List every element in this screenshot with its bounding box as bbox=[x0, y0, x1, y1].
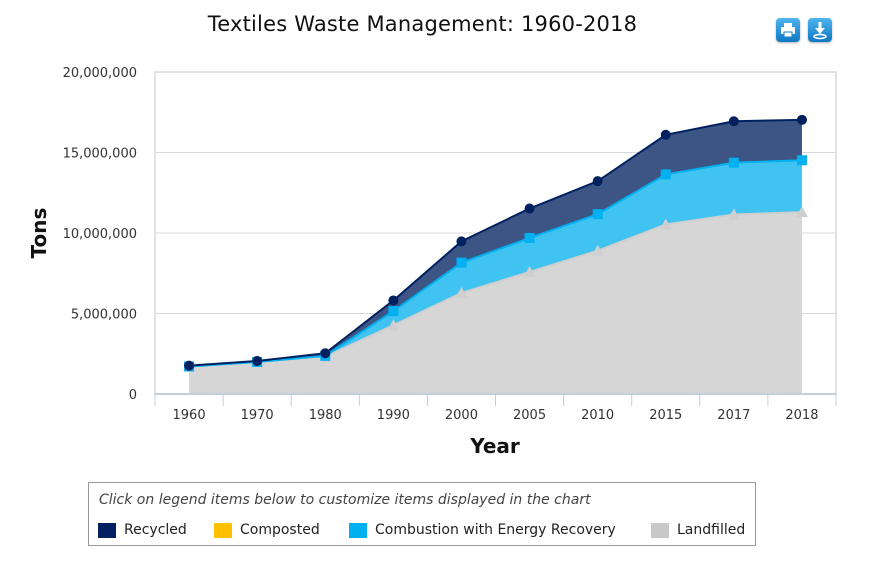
marker-recycled[interactable] bbox=[184, 360, 195, 371]
series-markers bbox=[183, 114, 808, 372]
marker-landfilled[interactable] bbox=[387, 319, 400, 331]
chart-plot: 0 5,000,000 10,000,000 15,000,000 20,000,000… bbox=[27, 66, 837, 458]
legend-item-landfilled[interactable]: Landfilled bbox=[651, 521, 745, 539]
marker-combustion-with-energy-recovery[interactable] bbox=[796, 155, 807, 166]
x-axis-title: Year bbox=[469, 434, 520, 458]
x-tick-label: 1980 bbox=[309, 408, 342, 423]
legend-swatch-composted bbox=[214, 522, 232, 538]
legend-swatch-recycled bbox=[98, 522, 116, 538]
marker-landfilled[interactable] bbox=[455, 286, 468, 298]
chart-title: Textiles Waste Management: 1960-2018 bbox=[207, 12, 638, 36]
y-tick-label: 5,000,000 bbox=[71, 308, 137, 323]
x-tick-label: 2017 bbox=[717, 408, 750, 423]
marker-combustion-with-energy-recovery[interactable] bbox=[388, 306, 399, 317]
x-tick-label: 1960 bbox=[173, 408, 206, 423]
y-tick-label: 20,000,000 bbox=[63, 66, 137, 81]
marker-recycled[interactable] bbox=[320, 348, 331, 359]
marker-recycled[interactable] bbox=[524, 203, 535, 214]
marker-recycled[interactable] bbox=[592, 176, 603, 187]
x-tick-label: 2010 bbox=[581, 408, 614, 423]
download-icon bbox=[813, 22, 827, 40]
legend-label: Combustion with Energy Recovery bbox=[375, 522, 616, 538]
legend-item-combustion[interactable]: Combustion with Energy Recovery bbox=[349, 521, 616, 539]
area-recycled bbox=[189, 119, 802, 367]
printer-icon bbox=[781, 23, 795, 38]
legend-swatch-combustion bbox=[349, 522, 367, 538]
y-tick-label: 15,000,000 bbox=[63, 147, 137, 162]
x-tick-label: 2015 bbox=[649, 408, 682, 423]
marker-landfilled[interactable] bbox=[795, 206, 808, 218]
marker-combustion-with-energy-recovery[interactable] bbox=[728, 157, 739, 168]
marker-combustion-with-energy-recovery[interactable] bbox=[524, 232, 535, 243]
line-combustion-with-energy-recovery bbox=[188, 159, 802, 368]
y-tick-label: 10,000,000 bbox=[63, 227, 137, 242]
series-lines bbox=[188, 118, 802, 368]
marker-combustion-with-energy-recovery[interactable] bbox=[592, 209, 603, 220]
x-tick-label: 2018 bbox=[785, 408, 818, 423]
x-tick-label: 1970 bbox=[241, 408, 274, 423]
marker-combustion-with-energy-recovery[interactable] bbox=[456, 257, 467, 268]
line-recycled bbox=[188, 118, 802, 367]
x-tick-label: 1990 bbox=[377, 408, 410, 423]
marker-recycled[interactable] bbox=[456, 236, 467, 247]
marker-recycled[interactable] bbox=[660, 129, 671, 140]
marker-recycled[interactable] bbox=[252, 355, 263, 366]
legend-label: Recycled bbox=[124, 522, 187, 538]
legend-label: Landfilled bbox=[677, 522, 746, 538]
area-landfilled bbox=[189, 212, 802, 394]
print-button[interactable] bbox=[776, 18, 800, 42]
y-tick-label: 0 bbox=[129, 388, 137, 403]
x-tick-label: 2000 bbox=[445, 408, 478, 423]
axes: 0 5,000,000 10,000,000 15,000,000 20,000,000… bbox=[63, 66, 837, 423]
legend-item-recycled[interactable]: Recycled bbox=[98, 521, 187, 539]
area-combustion-with-energy-recovery bbox=[189, 160, 802, 367]
legend: Click on legend items below to customize… bbox=[88, 482, 756, 546]
series-areas bbox=[189, 119, 802, 394]
legend-item-composted[interactable]: Composted bbox=[214, 521, 320, 539]
marker-landfilled[interactable] bbox=[659, 218, 672, 230]
x-tick-label: 2005 bbox=[513, 408, 546, 423]
marker-landfilled[interactable] bbox=[523, 265, 536, 277]
marker-combustion-with-energy-recovery[interactable] bbox=[660, 169, 671, 180]
marker-recycled[interactable] bbox=[388, 295, 399, 306]
marker-recycled[interactable] bbox=[728, 116, 739, 127]
marker-landfilled[interactable] bbox=[727, 208, 740, 220]
marker-landfilled[interactable] bbox=[591, 244, 604, 256]
y-axis-title: Tons bbox=[27, 208, 51, 259]
download-button[interactable] bbox=[808, 18, 832, 42]
marker-recycled[interactable] bbox=[796, 114, 807, 125]
legend-label: Composted bbox=[240, 522, 320, 538]
legend-swatch-landfilled bbox=[651, 522, 669, 538]
legend-hint: Click on legend items below to customize… bbox=[99, 492, 591, 508]
